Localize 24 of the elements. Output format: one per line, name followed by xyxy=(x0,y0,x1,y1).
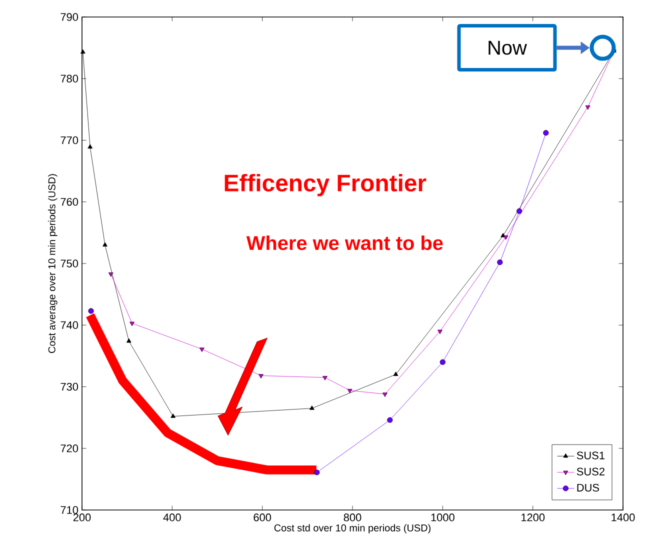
x-tick-label: 200 xyxy=(73,514,91,522)
y-tick-label: 720 xyxy=(60,444,78,452)
y-tick-label: 750 xyxy=(60,260,78,268)
x-axis-title: Cost std over 10 min periods (USD) xyxy=(274,524,430,534)
y-axis-title: Cost average over 10 min periods (USD) xyxy=(48,174,58,353)
x-tick-label: 1000 xyxy=(431,514,454,522)
y-tick-label: 740 xyxy=(60,321,78,330)
annotation: Where we want to be xyxy=(246,235,443,250)
y-tick-label: 760 xyxy=(60,198,78,206)
x-tick-label: 800 xyxy=(344,514,362,522)
y-tick-label: 710 xyxy=(60,506,78,514)
legend-label: SUS2 xyxy=(576,468,604,476)
annotation: Now xyxy=(488,40,527,55)
legend-label: DUS xyxy=(577,484,600,492)
annotation: Efficency Frontier xyxy=(224,174,426,196)
y-tick-label: 790 xyxy=(60,13,78,21)
y-tick-label: 780 xyxy=(60,74,78,82)
x-tick-label: 600 xyxy=(254,514,272,522)
x-tick-label: 400 xyxy=(163,514,181,522)
x-tick-label: 1200 xyxy=(521,514,545,522)
legend-label: SUS1 xyxy=(576,452,604,460)
y-tick-label: 730 xyxy=(60,382,78,391)
y-tick-label: 770 xyxy=(60,136,78,144)
x-tick-label: 1400 xyxy=(612,514,635,522)
